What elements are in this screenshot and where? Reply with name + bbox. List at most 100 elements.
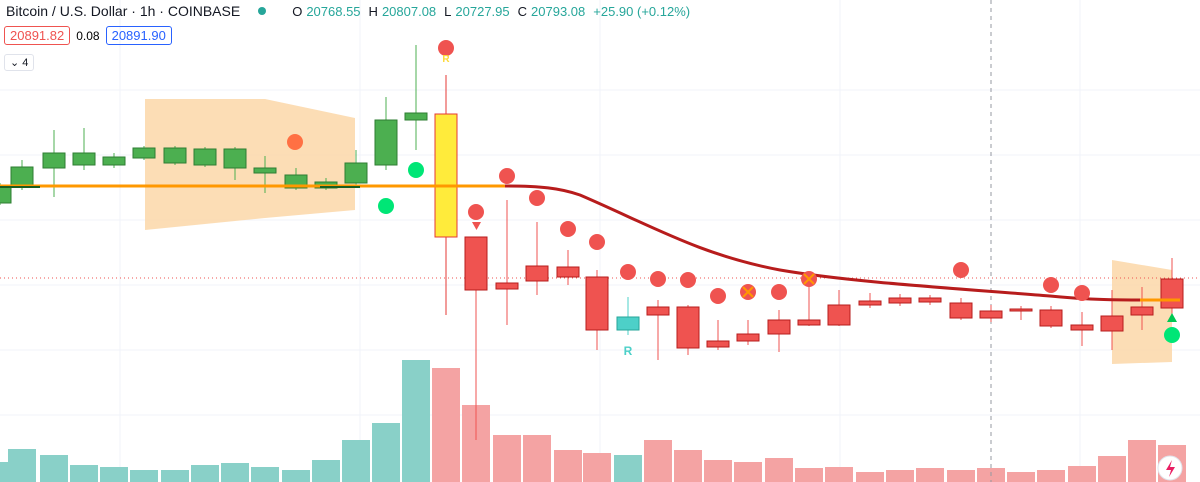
candle: [767, 319, 791, 335]
candle: [344, 162, 368, 184]
candle: [797, 319, 821, 326]
candle: [132, 147, 156, 159]
candle: [616, 316, 640, 331]
candle: [676, 306, 700, 349]
candle: [1070, 324, 1094, 331]
volume-bar: [312, 460, 340, 482]
volume-bar: [493, 435, 521, 482]
volume-bar: [8, 449, 36, 482]
band: [145, 99, 355, 230]
candle: [979, 310, 1003, 319]
signal-dot: [378, 198, 394, 214]
candle: [404, 112, 428, 121]
candle: [949, 302, 973, 319]
volume-bar: [856, 472, 884, 482]
toggle-count: 4: [22, 57, 29, 69]
volume-bar: [221, 463, 249, 482]
sell-button[interactable]: 20891.82: [4, 26, 71, 45]
volume-bar: [947, 470, 975, 482]
volume-bar: [734, 462, 762, 482]
volume-bar: [432, 368, 460, 482]
signal-dot: [953, 262, 969, 278]
lightning-icon: [1166, 460, 1175, 477]
signal-dot: [1043, 277, 1059, 293]
volume-bar: [402, 360, 430, 482]
indicators-toggle[interactable]: ⌄ 4: [4, 54, 35, 71]
arrow-up: [1167, 313, 1177, 322]
volume-bar: [765, 458, 793, 482]
candle: [495, 282, 519, 290]
volume-bar: [372, 423, 400, 482]
candle: [525, 265, 549, 282]
candle: [556, 266, 580, 278]
candle: [827, 304, 851, 326]
signal-dot: [589, 234, 605, 250]
status-dot: [258, 7, 267, 15]
candle: [1160, 278, 1184, 309]
volume-bar: [1068, 466, 1096, 482]
candle: [223, 148, 247, 169]
signal-dot: [710, 288, 726, 304]
signal-dot: [468, 204, 484, 220]
candle: [374, 119, 398, 166]
volume-bar: [282, 470, 310, 482]
signal-dot: [1074, 285, 1090, 301]
candle: [585, 276, 609, 331]
signal-dot: [287, 134, 303, 150]
candle: [918, 297, 942, 303]
candle: [72, 152, 96, 166]
marker: R: [624, 344, 633, 358]
candle: [0, 184, 12, 204]
volume-bar: [100, 467, 128, 482]
candle: [1009, 308, 1033, 312]
candle: [193, 148, 217, 166]
candle: [163, 147, 187, 164]
candle: [858, 300, 882, 306]
volume-bar: [161, 470, 189, 482]
ohlc-value: 20793.08: [531, 3, 586, 19]
volume: [0, 360, 1186, 482]
quote: 20891.82 0.08 20891.90: [4, 26, 172, 45]
ohlc-key: H: [368, 3, 378, 19]
candle: [42, 152, 66, 169]
spread: 0.08: [76, 28, 100, 43]
signal-dot: [499, 168, 515, 184]
candle: [102, 156, 126, 166]
candle: [253, 167, 277, 174]
volume-bar: [614, 455, 642, 482]
signal-dot: [620, 264, 636, 280]
ohlc-value: 20768.55: [306, 3, 361, 19]
ohlc-key: C: [517, 3, 528, 19]
volume-bar: [554, 450, 582, 482]
volume-bar: [795, 468, 823, 482]
signal-dot: [650, 271, 666, 287]
volume-bar: [1007, 472, 1035, 482]
signal-dot: [560, 221, 576, 237]
volume-bar: [916, 468, 944, 482]
cross: [742, 286, 754, 298]
volume-bar: [704, 460, 732, 482]
ohlc-value: 20807.08: [381, 3, 437, 19]
buy-button[interactable]: 20891.90: [105, 26, 172, 45]
volume-bar: [70, 465, 98, 482]
candle: [464, 236, 488, 291]
volume-bar: [40, 455, 68, 482]
candle: [1100, 315, 1124, 332]
volume-bar: [1128, 440, 1156, 482]
volume-bar: [1098, 456, 1126, 482]
signal-dot: [438, 40, 454, 56]
signal-dot: [1164, 327, 1180, 343]
candle: [1130, 306, 1154, 316]
volume-bar: [130, 470, 158, 482]
cross: [803, 273, 815, 285]
ohlc-key: O: [292, 3, 303, 19]
candle: [1039, 309, 1063, 327]
ohlc-value: 20727.95: [455, 3, 510, 19]
candle: [736, 333, 760, 342]
signal-dot: [408, 162, 424, 178]
volume-bar: [251, 467, 279, 482]
volume-bar: [523, 435, 551, 482]
arrow-down: [472, 222, 481, 230]
